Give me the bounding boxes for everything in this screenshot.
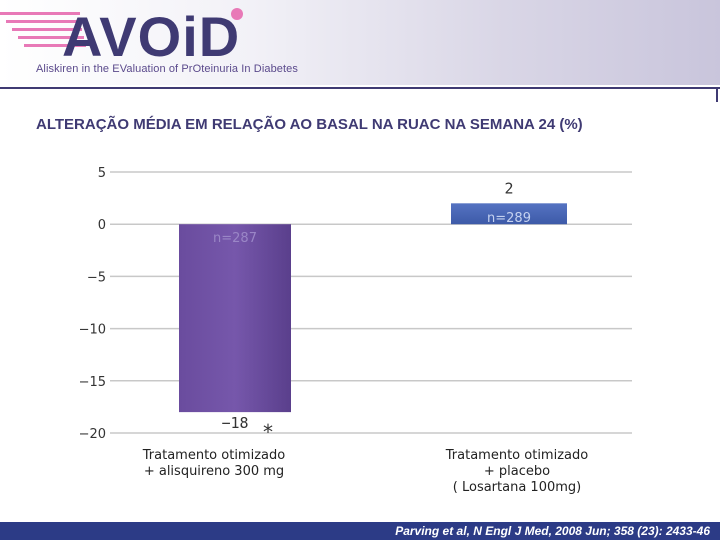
category-label: Tratamento otimizado (142, 448, 285, 463)
y-tick-label: −5 (87, 270, 106, 285)
category-label: + placebo (484, 464, 550, 479)
header-divider-tick (716, 88, 718, 102)
footer-bar: Parving et al, N Engl J Med, 2008 Jun; 3… (0, 522, 720, 540)
y-tick-label: −10 (79, 323, 106, 338)
y-tick-label: 0 (98, 218, 106, 233)
bar (179, 224, 291, 413)
logo-text: AVOiD (62, 5, 240, 62)
header-banner: AVOiD Aliskiren in the EValuation of PrO… (0, 0, 720, 85)
n-label: n=289 (487, 211, 531, 226)
bar-chart: 5 0 −5 −10 −15 −20 n=287 n=289 −18 2 * Tratamento o… (79, 166, 632, 495)
significance-asterisk: * (263, 420, 273, 444)
value-label: −18 (221, 414, 248, 432)
chart-title: ALTERAÇÃO MÉDIA EM RELAÇÃO AO BASAL NA R… (36, 116, 583, 133)
y-tick-label: −15 (79, 375, 106, 390)
avoid-logo: AVOiD (0, 5, 243, 62)
bar (451, 203, 567, 225)
y-tick-label: 5 (98, 166, 106, 181)
category-label: Tratamento otimizado (445, 448, 588, 463)
logo-dot (231, 8, 243, 20)
category-label: ( Losartana 100mg) (453, 480, 581, 495)
value-label: 2 (504, 179, 513, 197)
category-label: + alisquireno 300 mg (144, 464, 284, 479)
y-tick-label: −20 (79, 427, 106, 442)
citation: Parving et al, N Engl J Med, 2008 Jun; 3… (395, 524, 710, 538)
header-subtitle: Aliskiren in the EValuation of PrOteinur… (36, 63, 298, 75)
header-divider (0, 87, 720, 89)
n-label: n=287 (213, 231, 257, 246)
